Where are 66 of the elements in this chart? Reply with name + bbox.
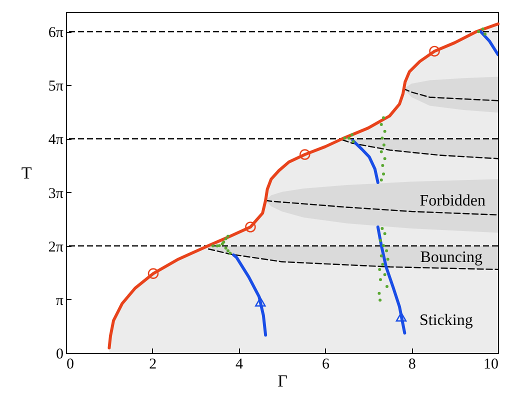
line-series: [351, 139, 380, 184]
point: [383, 157, 386, 160]
point: [429, 46, 440, 57]
annotation: Bouncing: [420, 248, 482, 266]
point: [347, 136, 350, 140]
point: [378, 238, 382, 242]
point: [382, 143, 386, 146]
y-tick-label: 2π: [48, 239, 64, 256]
x-tick-label: 4: [236, 356, 244, 372]
x-tick-label: 6: [322, 356, 330, 372]
y-axis-title: T: [21, 164, 32, 182]
point: [350, 133, 354, 136]
point: [343, 136, 346, 140]
annotation: Forbidden: [420, 192, 486, 210]
line-series: [232, 253, 268, 337]
point: [216, 244, 219, 248]
point: [224, 237, 228, 240]
point: [380, 178, 383, 182]
y-tick-label: 4π: [48, 132, 64, 148]
y-tick-label: 0: [56, 346, 64, 362]
point: [148, 268, 159, 279]
x-tick-label: 8: [408, 356, 416, 372]
point: [378, 292, 381, 295]
point: [484, 32, 487, 36]
point: [380, 227, 384, 230]
point: [378, 298, 382, 302]
x-axis-title: Γ: [278, 372, 288, 390]
point: [385, 285, 388, 288]
point: [382, 244, 386, 248]
point: [383, 232, 386, 236]
point: [380, 254, 383, 258]
y-tick-label: π: [56, 292, 64, 309]
point: [385, 249, 388, 252]
point: [378, 268, 382, 271]
x-tick-label: 2: [149, 356, 157, 372]
y-tick-label: 5π: [48, 78, 64, 95]
point: [255, 297, 266, 307]
point: [300, 149, 310, 160]
point: [481, 28, 484, 31]
point: [352, 140, 355, 144]
point: [381, 262, 384, 266]
point: [211, 244, 214, 248]
x-tick-label: 0: [66, 356, 74, 372]
point: [386, 258, 390, 261]
point: [381, 164, 384, 167]
point: [382, 116, 386, 120]
point: [218, 244, 221, 248]
point: [380, 136, 384, 140]
y-tick-label: 3π: [48, 186, 64, 202]
point: [396, 312, 407, 322]
point: [477, 30, 480, 34]
point: [380, 150, 383, 154]
point: [383, 273, 386, 276]
point: [226, 249, 230, 252]
point: [224, 246, 228, 250]
point: [228, 252, 232, 255]
annotation: Sticking: [419, 312, 473, 329]
line-series: [376, 226, 406, 335]
point: [382, 172, 386, 176]
x-tick-label: 10: [484, 356, 498, 372]
point: [226, 234, 230, 238]
point: [245, 222, 256, 232]
point: [383, 130, 386, 133]
point: [380, 123, 383, 126]
y-tick-label: 6π: [48, 25, 64, 42]
point: [378, 278, 382, 282]
